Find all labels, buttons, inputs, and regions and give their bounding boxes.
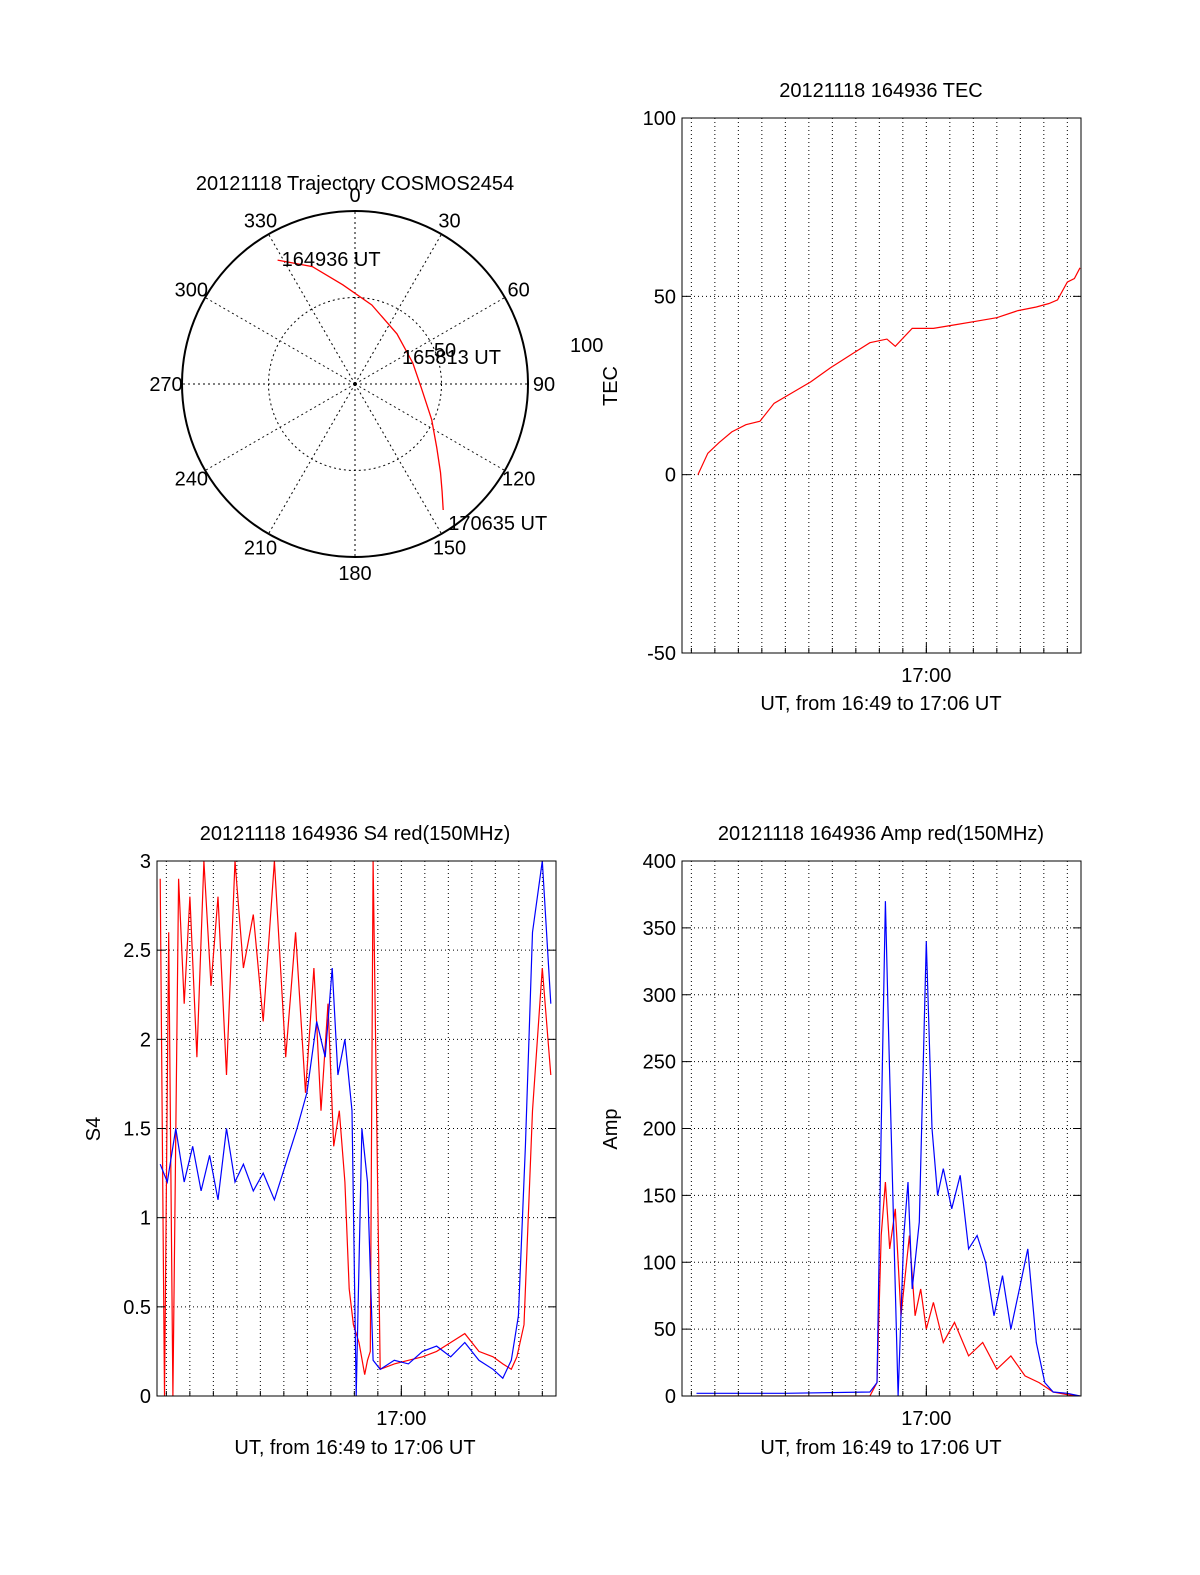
tec-panel: 20121118 164936 TEC UT, from 16:49 to 17… xyxy=(600,80,1082,715)
amp-xtick-label: 17:00 xyxy=(901,1408,951,1430)
polar-trajectory-line xyxy=(277,259,444,511)
tec-ytick-label: 0 xyxy=(665,465,676,487)
amp-series-a-line xyxy=(696,1181,1081,1396)
polar-time-annotation: 165813 UT xyxy=(402,347,501,369)
s4-ytick-label: 0.5 xyxy=(123,1297,151,1319)
polar-spoke xyxy=(354,383,442,535)
polar-azimuth-label: 240 xyxy=(175,469,208,491)
s4-ytick-label: 1 xyxy=(140,1208,151,1230)
s4-xlabel: UT, from 16:49 to 17:06 UT xyxy=(234,1437,475,1459)
polar-azimuth-label: 210 xyxy=(244,538,277,560)
s4-panel: 20121118 164936 S4 red(150MHz) UT, from … xyxy=(83,823,557,1459)
s4-ytick-label: 3 xyxy=(140,851,151,873)
tec-series-a-line xyxy=(697,267,1081,475)
polar-azimuth-label: 90 xyxy=(533,374,555,396)
amp-series-b-line xyxy=(696,901,1081,1396)
amp-ytick-label: 100 xyxy=(643,1252,676,1274)
polar-azimuth-label: 300 xyxy=(175,280,208,302)
tec-ytick-label: 50 xyxy=(654,286,676,308)
polar-azimuth-label: 180 xyxy=(338,563,371,585)
s4-xtick-label: 17:00 xyxy=(376,1408,426,1430)
tec-ylabel: TEC xyxy=(600,366,622,406)
amp-ytick-label: 400 xyxy=(643,851,676,873)
amp-xlabel: UT, from 16:49 to 17:06 UT xyxy=(760,1437,1001,1459)
s4-series-b-line xyxy=(159,861,552,1396)
polar-title: 20121118 Trajectory COSMOS2454 xyxy=(196,173,514,195)
tec-ytick-label: -50 xyxy=(647,643,676,665)
polar-spoke xyxy=(354,383,506,471)
polar-azimuth-label: 330 xyxy=(244,210,277,232)
amp-ytick-label: 200 xyxy=(643,1119,676,1141)
polar-spoke xyxy=(204,297,356,385)
polar-elevation-label: 100 xyxy=(570,335,603,357)
polar-azimuth-label: 120 xyxy=(502,469,535,491)
s4-ytick-label: 2.5 xyxy=(123,940,151,962)
s4-series-a-line xyxy=(159,861,552,1396)
polar-spoke xyxy=(268,233,356,385)
polar-spoke xyxy=(268,383,356,535)
tec-xtick-label: 17:00 xyxy=(901,665,951,687)
amp-title: 20121118 164936 Amp red(150MHz) xyxy=(718,823,1044,845)
polar-time-annotation: 164936 UT xyxy=(282,249,381,271)
polar-azimuth-label: 0 xyxy=(349,185,360,207)
polar-outer-ring xyxy=(181,210,529,558)
amp-ytick-label: 300 xyxy=(643,985,676,1007)
polar-spoke xyxy=(204,383,356,471)
amp-ytick-label: 50 xyxy=(654,1319,676,1341)
amp-ytick-label: 0 xyxy=(665,1386,676,1408)
amp-ylabel: Amp xyxy=(600,1108,622,1149)
polar-trajectory-panel: 20121118 Trajectory COSMOS2454 0 30 60 90 12… xyxy=(149,173,603,585)
tec-title: 20121118 164936 TEC xyxy=(779,80,983,102)
polar-spoke xyxy=(354,233,442,385)
s4-title: 20121118 164936 S4 red(150MHz) xyxy=(200,823,511,845)
polar-azimuth-label: 150 xyxy=(433,538,466,560)
amp-panel: 20121118 164936 Amp red(150MHz) UT, from… xyxy=(600,823,1082,1459)
polar-azimuth-label: 30 xyxy=(438,210,460,232)
s4-ytick-label: 0 xyxy=(140,1386,151,1408)
amp-ytick-label: 150 xyxy=(643,1185,676,1207)
polar-time-annotation: 170635 UT xyxy=(448,513,547,535)
polar-elevation-label: 50 xyxy=(434,340,456,362)
polar-spoke xyxy=(354,297,506,385)
s4-ytick-label: 2 xyxy=(140,1029,151,1051)
amp-ytick-label: 350 xyxy=(643,918,676,940)
s4-ylabel: S4 xyxy=(83,1117,105,1141)
s4-axes-frame xyxy=(156,860,557,1397)
polar-azimuth-label: 60 xyxy=(508,280,530,302)
polar-azimuth-label: 270 xyxy=(149,374,182,396)
s4-ytick-label: 1.5 xyxy=(123,1119,151,1141)
amp-ytick-label: 250 xyxy=(643,1052,676,1074)
tec-axes-frame xyxy=(681,117,1082,654)
tec-xlabel: UT, from 16:49 to 17:06 UT xyxy=(760,693,1001,715)
tec-ytick-label: 100 xyxy=(643,108,676,130)
